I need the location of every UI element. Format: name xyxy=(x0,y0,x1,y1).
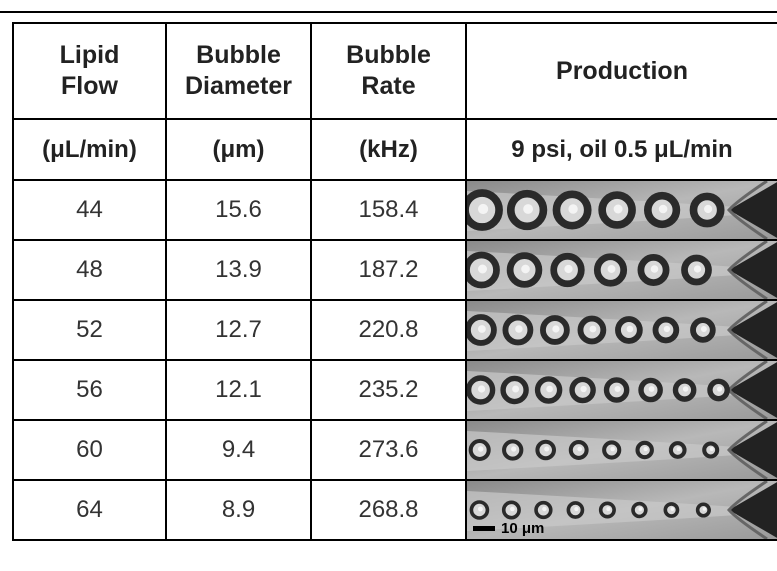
bubble-core xyxy=(580,386,586,392)
bubble-core xyxy=(478,265,487,274)
cell: 15.6 xyxy=(166,180,311,240)
scale-bar-line xyxy=(473,526,495,531)
bubble-core xyxy=(521,265,530,274)
production-image xyxy=(466,300,777,360)
production-image xyxy=(466,360,777,420)
bubble-core xyxy=(544,447,549,452)
micrograph xyxy=(467,301,777,359)
bubble-core xyxy=(589,326,596,333)
column-header-text: Production xyxy=(556,57,688,85)
bubble-core xyxy=(511,446,516,451)
micrograph xyxy=(467,361,777,419)
bubble-core xyxy=(710,447,714,451)
bubble-core xyxy=(552,325,559,332)
bubble-core xyxy=(546,386,553,393)
scale-bar: 10 μm xyxy=(473,520,544,537)
bubble-core xyxy=(568,204,577,213)
bubble-core xyxy=(564,265,572,273)
bubble-core xyxy=(478,385,485,392)
production-image xyxy=(466,420,777,480)
bubble-core xyxy=(574,507,578,511)
header-row: Lipid Flow Bubble Diameter Bubble Rate P… xyxy=(13,23,777,119)
bubble-core xyxy=(478,204,488,214)
bubble-core xyxy=(649,386,655,392)
cell: 13.9 xyxy=(166,240,311,300)
bubble-core xyxy=(577,447,582,452)
bubble-core xyxy=(614,205,623,214)
bubble-core xyxy=(717,386,722,391)
column-header: Bubble Rate xyxy=(311,23,466,119)
cell: 48 xyxy=(13,240,166,300)
cell: 220.8 xyxy=(311,300,466,360)
bubble-core xyxy=(704,205,712,213)
column-header-text: Bubble Rate xyxy=(346,40,431,102)
bubble-core xyxy=(608,265,616,273)
bubble-core xyxy=(478,325,486,333)
bubble-core xyxy=(683,386,688,391)
micrograph xyxy=(467,421,777,479)
bubble-core xyxy=(478,446,483,451)
bubble-core xyxy=(512,386,519,393)
results-table: Lipid Flow Bubble Diameter Bubble Rate P… xyxy=(12,22,777,541)
bubble-core xyxy=(701,326,707,332)
column-header-text: Bubble Diameter xyxy=(185,40,292,102)
cell: 12.1 xyxy=(166,360,311,420)
bubble-core xyxy=(671,507,675,511)
cell: 268.8 xyxy=(311,480,466,540)
bubble-core xyxy=(644,447,648,451)
bubble-core xyxy=(651,265,659,273)
units-row: (μL/min) (μm) (kHz) 9 psi, oil 0.5 μL/mi… xyxy=(13,119,777,180)
cell: 64 xyxy=(13,480,166,540)
scale-bar-label: 10 μm xyxy=(501,520,544,537)
bubble-core xyxy=(638,507,642,511)
unit-header: (kHz) xyxy=(311,119,466,180)
bubble-core xyxy=(677,447,681,451)
cell: 52 xyxy=(13,300,166,360)
cell: 60 xyxy=(13,420,166,480)
cell: 12.7 xyxy=(166,300,311,360)
cell: 187.2 xyxy=(311,240,466,300)
column-header: Production xyxy=(466,23,777,119)
bubble-core xyxy=(694,265,701,272)
cell: 56 xyxy=(13,360,166,420)
unit-header: (μL/min) xyxy=(13,119,166,180)
cell: 273.6 xyxy=(311,420,466,480)
cell: 44 xyxy=(13,180,166,240)
column-header: Lipid Flow xyxy=(13,23,166,119)
bubble-core xyxy=(510,507,515,512)
bubble-core xyxy=(664,326,670,332)
page: {"header": {"columns": ["Lipid Flow", "B… xyxy=(0,0,777,571)
micrograph xyxy=(467,241,777,299)
production-image xyxy=(466,240,777,300)
bubble-core xyxy=(627,326,634,333)
cell: 235.2 xyxy=(311,360,466,420)
bubble-core xyxy=(478,507,483,512)
column-header-text: Lipid Flow xyxy=(60,40,120,102)
column-header: Bubble Diameter xyxy=(166,23,311,119)
bubble-core xyxy=(610,447,615,452)
top-rule xyxy=(0,11,777,13)
cell: 8.9 xyxy=(166,480,311,540)
bubble-core xyxy=(615,386,621,392)
cell: 158.4 xyxy=(311,180,466,240)
production-image xyxy=(466,180,777,240)
production-image: 10 μm xyxy=(466,480,777,540)
bubble-core xyxy=(703,507,706,510)
bubble-core xyxy=(542,507,546,511)
bubble-core xyxy=(659,205,668,214)
bubble-core xyxy=(515,325,522,332)
micrograph xyxy=(467,181,777,239)
bubble-core xyxy=(523,204,533,214)
cell: 9.4 xyxy=(166,420,311,480)
bubble-core xyxy=(606,507,610,511)
unit-header: (μm) xyxy=(166,119,311,180)
unit-header: 9 psi, oil 0.5 μL/min xyxy=(466,119,777,180)
